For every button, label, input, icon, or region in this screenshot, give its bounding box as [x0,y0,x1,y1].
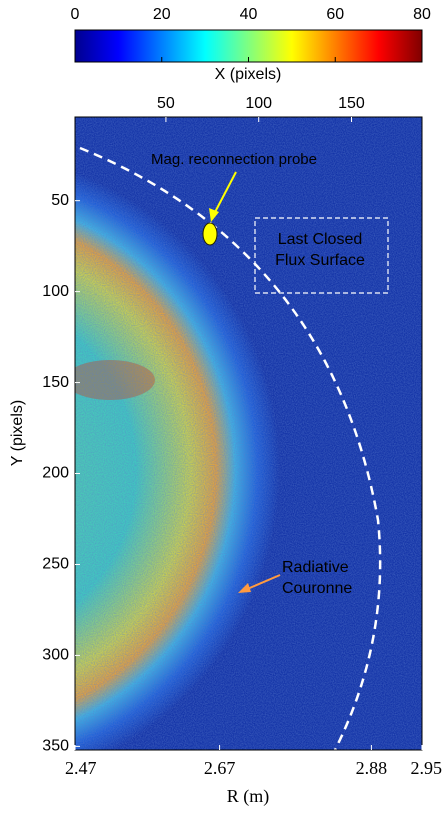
y-tick-label: 300 [42,647,69,664]
colorbar-tick-label: 60 [326,6,344,23]
plot-frame [74,116,423,751]
annotation: Flux Surface [275,252,365,269]
y-tick-label: 200 [42,465,69,482]
y-tick-label: 350 [42,738,69,755]
x2-axis-label: X (pixels) [215,66,282,83]
colorbar [74,29,423,63]
x-tick-label: 2.47 [65,758,97,778]
x-tick-label: 2.95 [411,758,443,778]
colorbar-tick-label: 40 [240,6,258,23]
colorbar-tick-label: 0 [71,6,80,23]
y-tick-label: 50 [51,192,69,209]
y-tick-label: 250 [42,556,69,573]
colorbar-tick-label: 80 [413,6,431,23]
colorbar-tick-label: 20 [153,6,171,23]
x2-tick-label: 50 [157,95,175,112]
annotation: Last Closed [278,231,363,248]
image [75,117,422,750]
x-tick-label: 2.67 [204,758,236,778]
x2-tick-label: 150 [338,95,365,112]
annotation: Radiative [282,559,349,576]
y-axis-label: Y (pixels) [9,400,26,466]
x-axis-label: R (m) [227,786,270,807]
annotation: Couronne [282,580,352,597]
y-tick-label: 100 [42,283,69,300]
x-tick-label: 2.88 [356,758,388,778]
y-tick-label: 150 [42,374,69,391]
x2-tick-label: 100 [245,95,272,112]
annotation: Mag. reconnection probe [151,151,317,168]
